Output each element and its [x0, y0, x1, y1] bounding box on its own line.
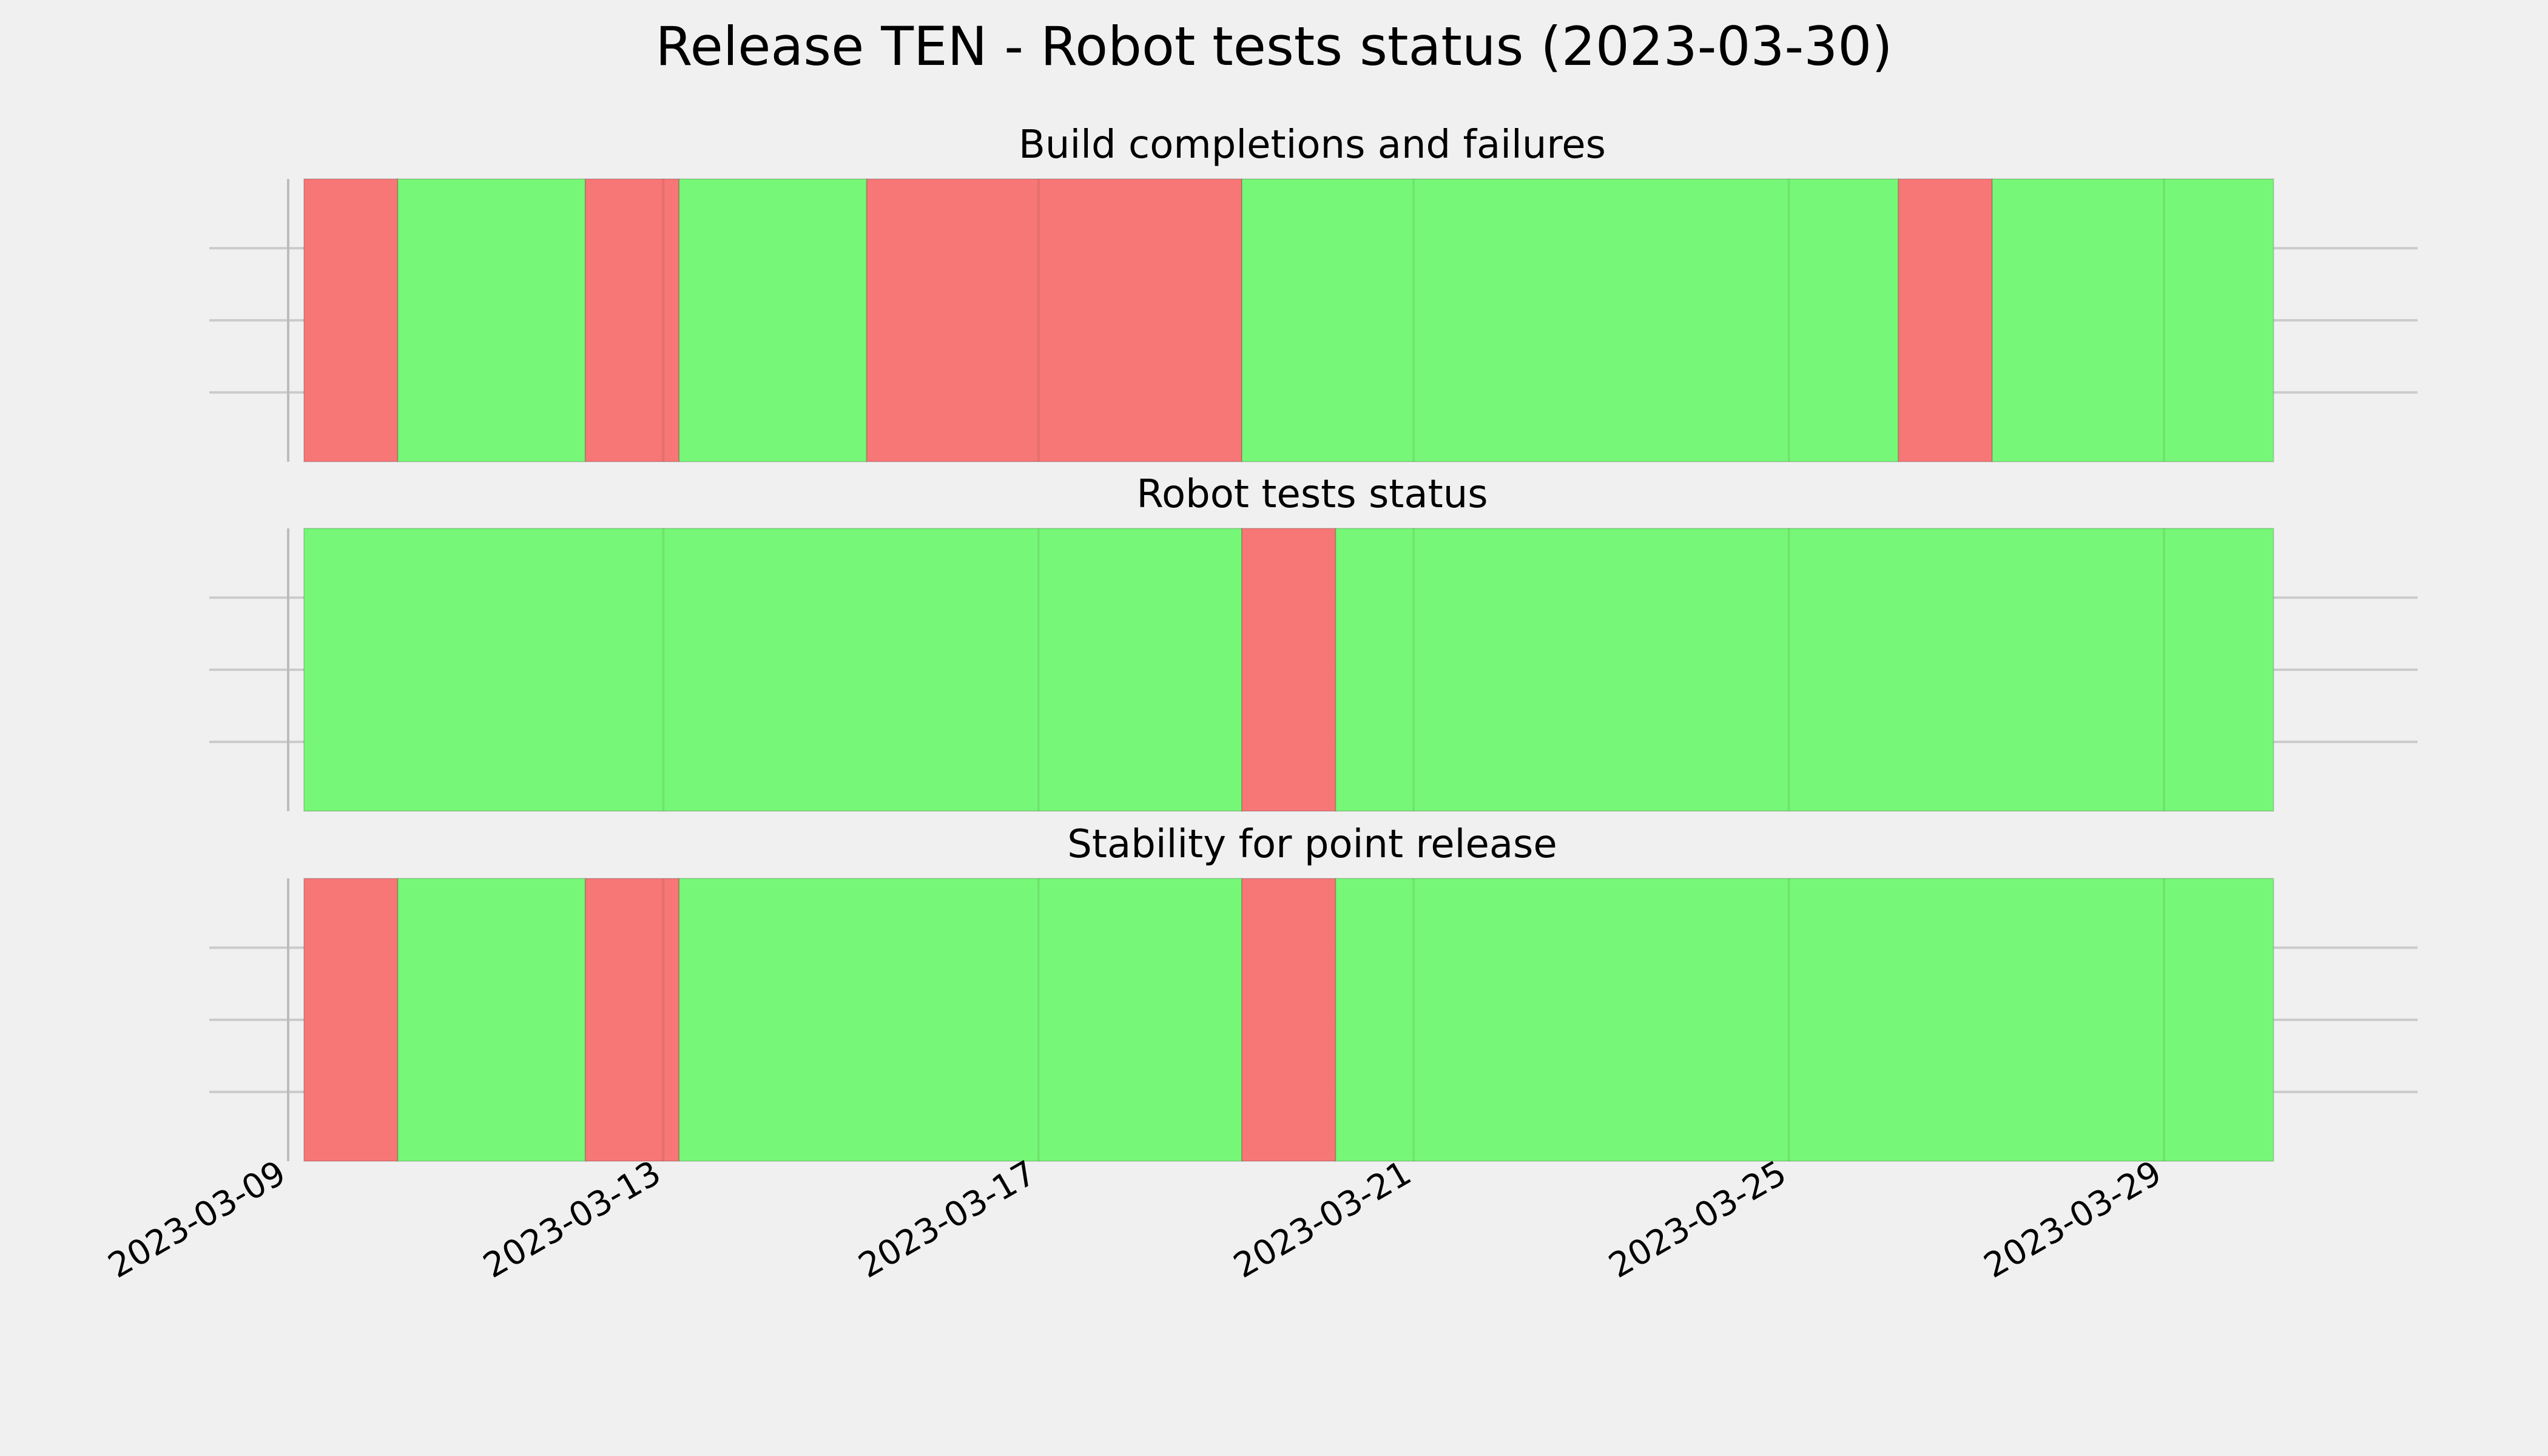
status-segment-pass: [1335, 878, 2274, 1162]
status-segment-pass: [678, 878, 1242, 1162]
status-segment-pass: [678, 178, 868, 462]
status-segment-pass: [1241, 178, 1899, 462]
status-segment-pass: [1335, 528, 2274, 812]
x-tick-label: 2023-03-29: [1978, 1153, 2168, 1286]
status-segment-pass: [303, 528, 1242, 812]
panel-title: Robot tests status: [1136, 472, 1488, 517]
x-tick-label: 2023-03-17: [852, 1153, 1042, 1286]
status-segment-fail: [584, 178, 680, 462]
status-segment-fail: [1241, 878, 1336, 1162]
panel-3: Stability for point release: [209, 822, 2418, 1162]
x-tick-label: 2023-03-13: [477, 1153, 667, 1286]
status-segment-pass: [1991, 178, 2274, 462]
panel-2: Robot tests status: [209, 472, 2418, 812]
status-segment-fail: [866, 178, 1242, 462]
status-segment-fail: [584, 878, 680, 1162]
panel-title: Build completions and failures: [1019, 123, 1606, 167]
x-axis: 2023-03-09 2023-03-13 2023-03-17 2023-03-21…: [102, 1153, 2168, 1286]
panel-title: Stability for point release: [1067, 822, 1557, 867]
status-segment-fail: [303, 178, 399, 462]
chart-title: Release TEN - Robot tests status (2023-0…: [655, 15, 1892, 78]
status-segment-pass: [397, 878, 586, 1162]
status-segment-pass: [397, 178, 586, 462]
status-segment-fail: [1241, 528, 1336, 812]
panels-group: Build completions and failures Robot test…: [209, 123, 2418, 1162]
x-tick-label: 2023-03-09: [102, 1153, 292, 1286]
status-segment-fail: [1898, 178, 1993, 462]
x-tick-label: 2023-03-21: [1227, 1153, 1418, 1286]
status-segment-fail: [303, 878, 399, 1162]
x-tick-label: 2023-03-25: [1602, 1153, 1793, 1286]
panel-1: Build completions and failures: [209, 123, 2418, 462]
